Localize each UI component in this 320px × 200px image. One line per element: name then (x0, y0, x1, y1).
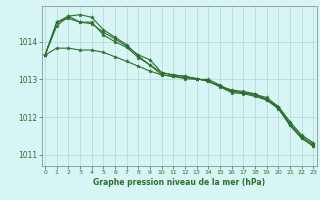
X-axis label: Graphe pression niveau de la mer (hPa): Graphe pression niveau de la mer (hPa) (93, 178, 265, 187)
